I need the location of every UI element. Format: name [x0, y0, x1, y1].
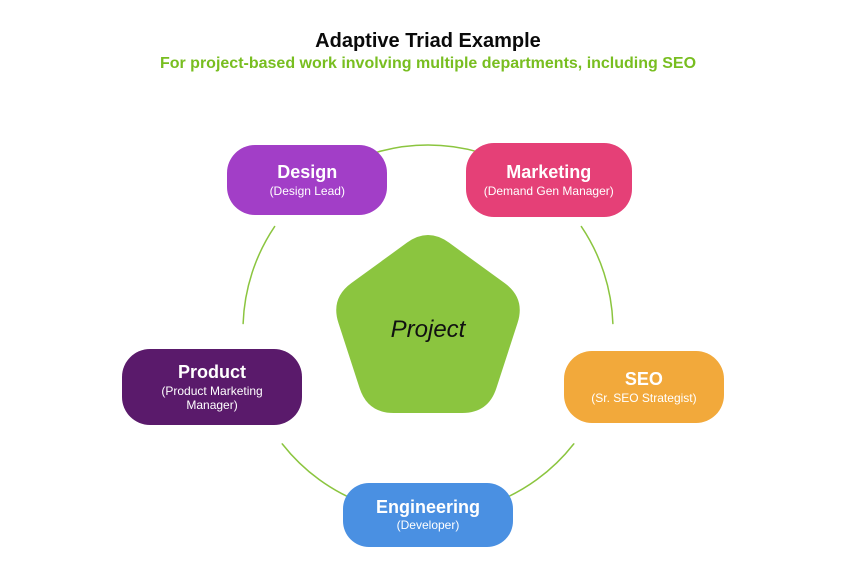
node-dept-label: Engineering [376, 497, 480, 518]
node-marketing: Marketing (Demand Gen Manager) [466, 143, 632, 217]
node-dept-label: SEO [625, 369, 663, 390]
node-design: Design (Design Lead) [227, 145, 387, 215]
node-seo: SEO (Sr. SEO Strategist) [564, 351, 724, 423]
node-dept-label: Product [178, 362, 246, 383]
node-role-label: (Product Marketing Manager) [136, 385, 288, 413]
node-role-label: (Developer) [397, 519, 460, 533]
node-role-label: (Design Lead) [270, 185, 345, 199]
center-label: Project [391, 316, 466, 344]
node-dept-label: Design [277, 162, 337, 183]
node-role-label: (Demand Gen Manager) [484, 185, 614, 199]
diagram-canvas: Adaptive Triad Example For project-based… [0, 0, 856, 571]
node-product: Product(Product Marketing Manager) [122, 349, 302, 425]
node-role-label: (Sr. SEO Strategist) [591, 392, 696, 406]
node-dept-label: Marketing [506, 162, 591, 183]
node-engineering: Engineering(Developer) [343, 483, 513, 547]
